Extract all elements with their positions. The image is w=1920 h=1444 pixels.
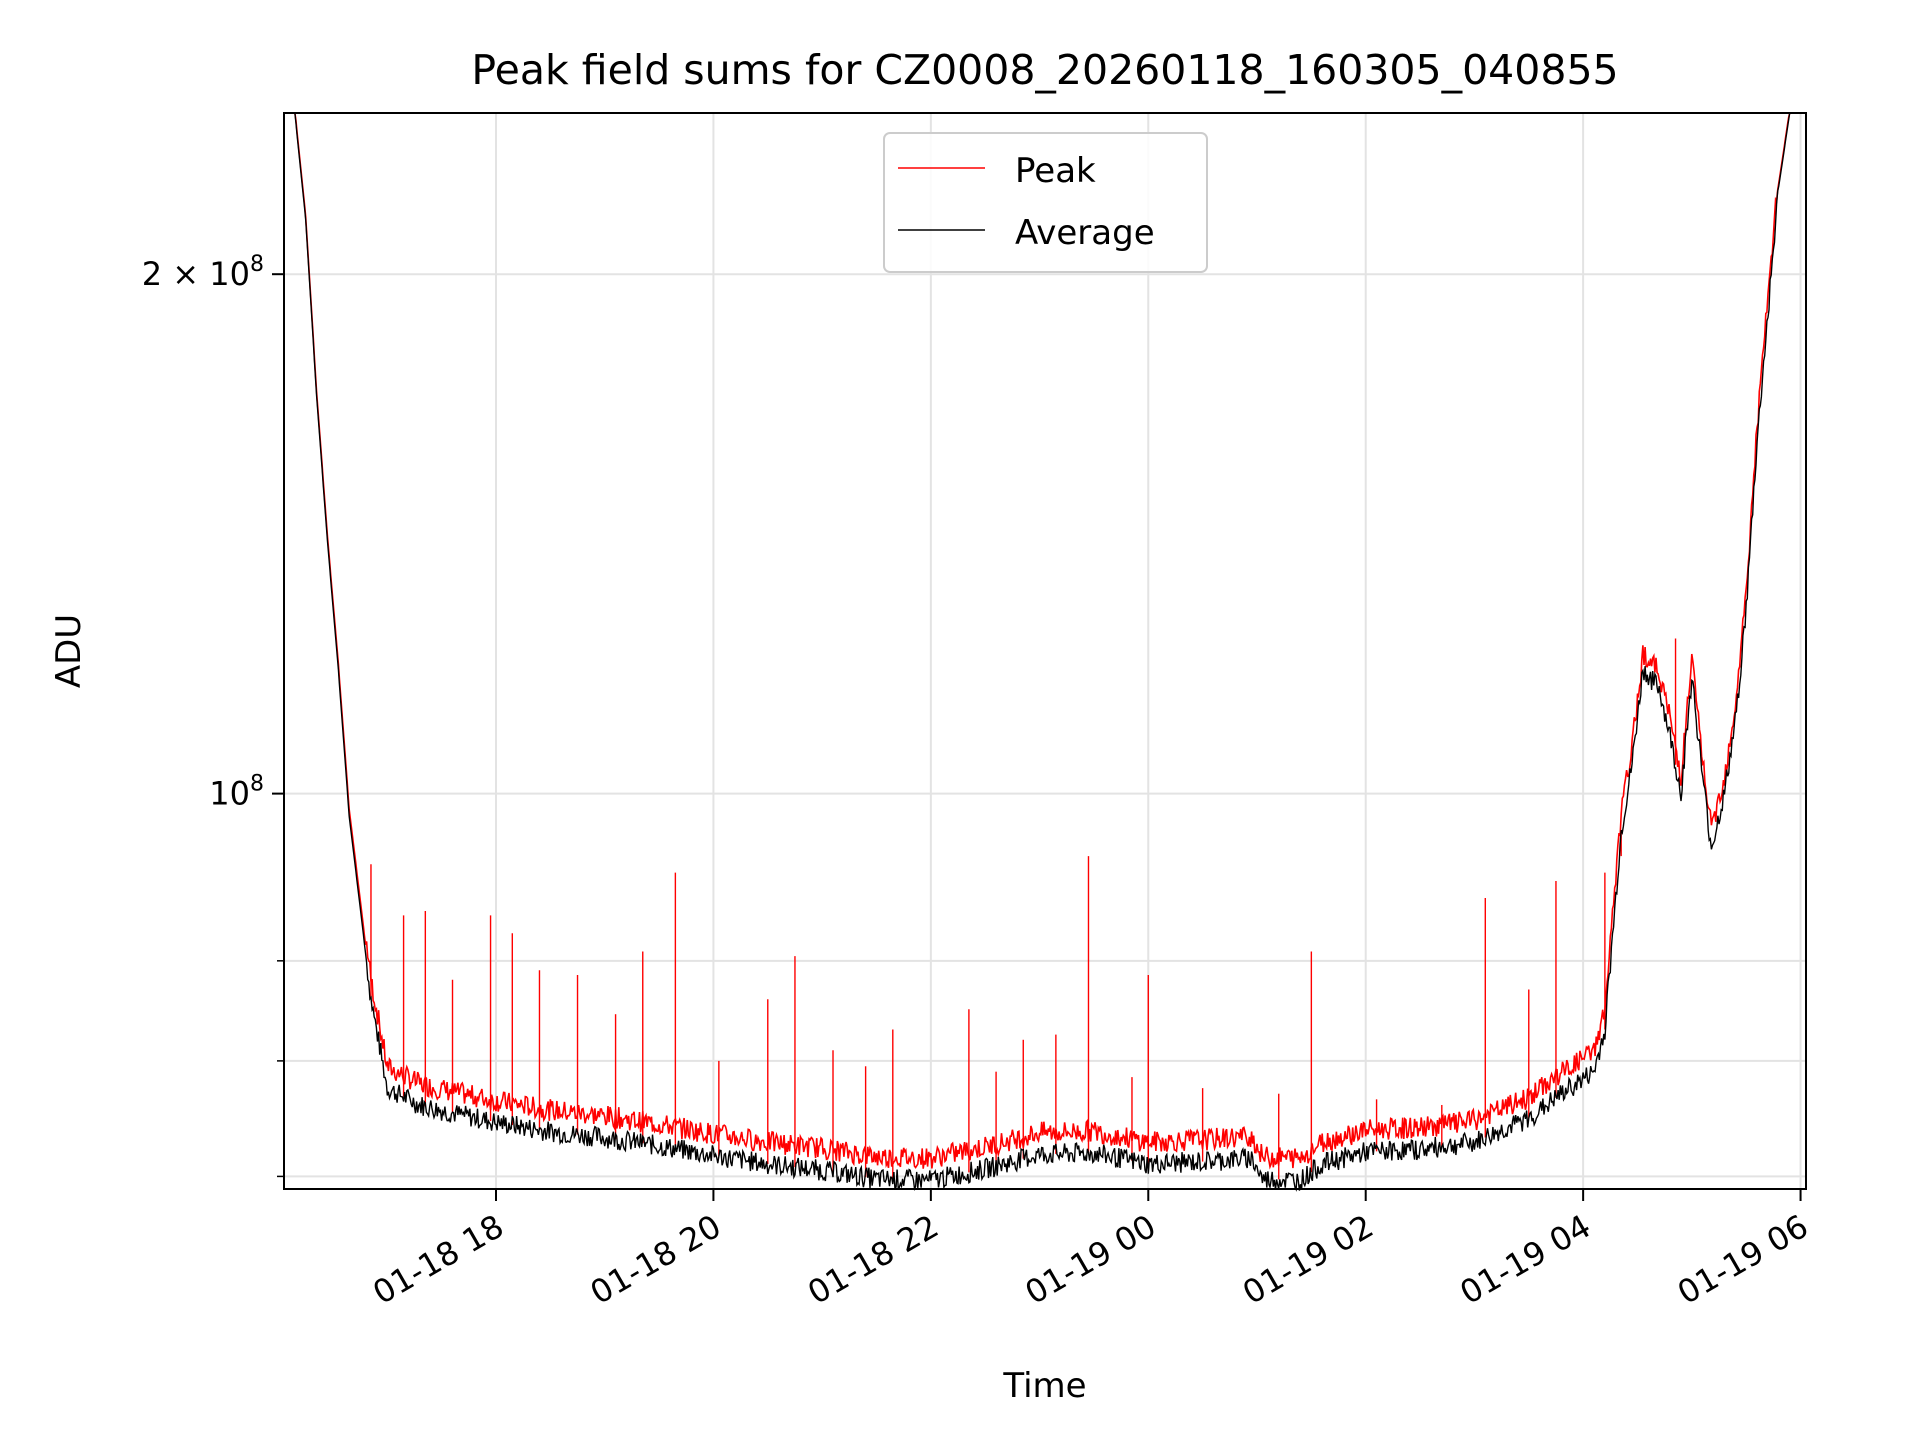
legend-peak-label: Peak	[1015, 151, 1096, 191]
chart-title: Peak field sums for CZ0008_20260118_1603…	[471, 46, 1618, 94]
plot-frame	[283, 112, 1807, 1190]
average-series-line	[284, 112, 1806, 1192]
y-axis-label: ADU	[49, 614, 89, 688]
legend: Peak Average	[883, 132, 1208, 273]
y-tick-label-base: 10	[209, 775, 250, 813]
grid-lines	[284, 113, 1806, 1189]
peak-series-line	[284, 112, 1806, 1170]
series-lines	[284, 112, 1806, 1192]
x-axis-label: Time	[1002, 1366, 1086, 1406]
y-tick-label: 2 × 108	[142, 252, 264, 293]
y-tick-label: 108	[209, 772, 264, 813]
legend-average-label: Average	[1015, 213, 1155, 253]
y-tick-label-exponent: 8	[250, 252, 264, 277]
y-tick-label-exponent: 8	[250, 772, 264, 797]
y-tick-label-base: 2 × 10	[142, 255, 250, 293]
